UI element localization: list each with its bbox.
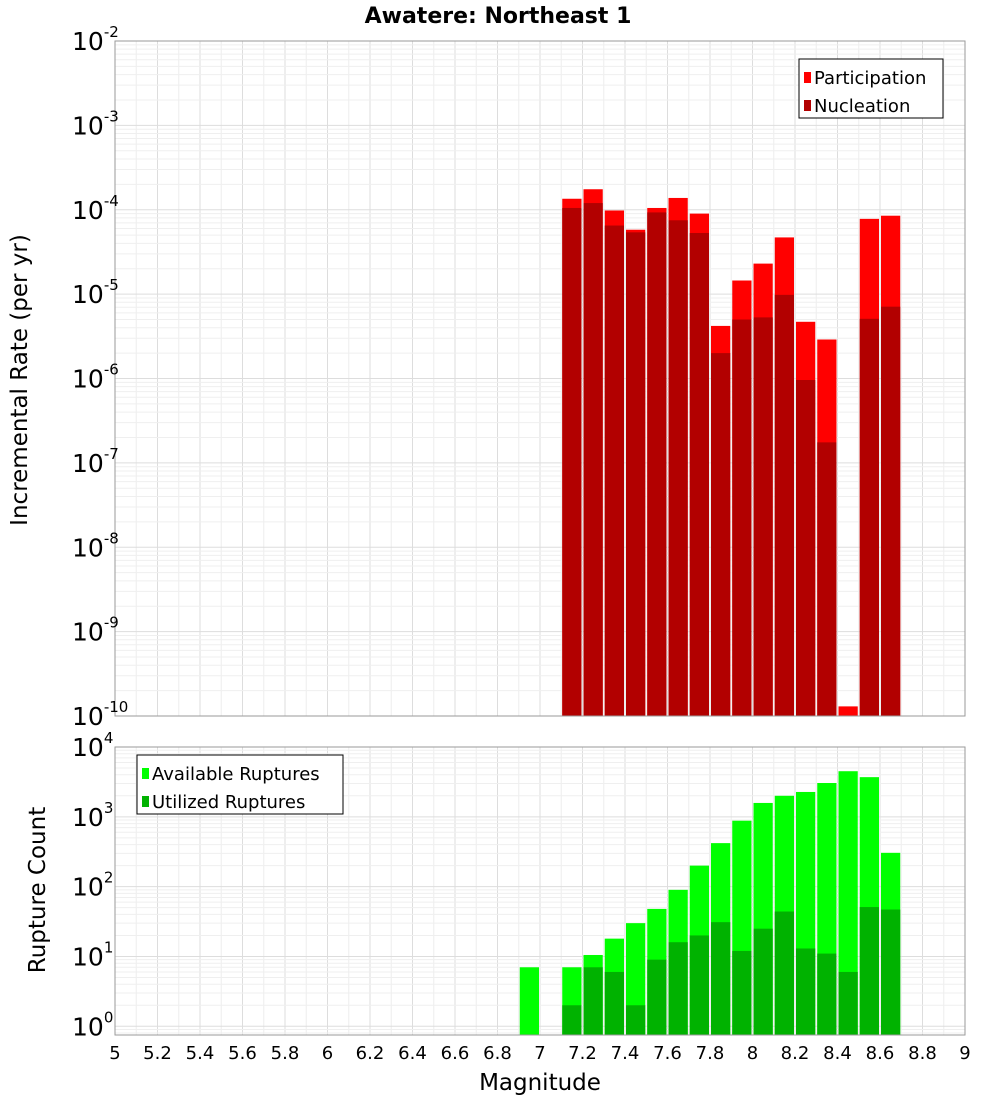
bar-nucleation xyxy=(796,379,816,716)
y-tick-label: 103 xyxy=(72,799,113,832)
x-tick-label: 6 xyxy=(322,1043,333,1064)
bar-nucleation xyxy=(583,203,603,716)
rate-plot: 10-10 10-9 10-8 10-7 10-6 10-5 10-4 10-3 10-2 Par… xyxy=(72,23,966,731)
x-tick-label: 8.4 xyxy=(823,1043,852,1064)
bar-nucleation xyxy=(626,232,646,716)
bar-utilized-ruptures xyxy=(626,1005,646,1035)
x-tick-label: 5.2 xyxy=(143,1043,172,1064)
y-tick-label: 10-5 xyxy=(72,276,119,309)
y-tick-label: 102 xyxy=(72,869,113,902)
bar-utilized-ruptures xyxy=(859,907,879,1035)
legend: Participation Nucleation xyxy=(798,58,944,119)
bar-nucleation xyxy=(881,306,901,716)
bar-nucleation xyxy=(604,225,624,716)
y-tick-label: 10-3 xyxy=(72,107,119,140)
y-tick-label: 10-6 xyxy=(72,361,119,394)
bar-nucleation xyxy=(668,220,688,717)
bar-utilized-ruptures xyxy=(774,911,794,1035)
x-tick-label: 6.6 xyxy=(441,1043,470,1064)
y-tick-label: 100 xyxy=(72,1008,113,1041)
bar-nucleation xyxy=(753,317,773,716)
x-tick-label: 5.4 xyxy=(186,1043,215,1064)
plot-frame xyxy=(114,40,966,717)
x-tick-label: 7.4 xyxy=(611,1043,640,1064)
bar-available-ruptures xyxy=(519,967,539,1035)
x-tick-label: 8.2 xyxy=(781,1043,810,1064)
bar-available-ruptures xyxy=(838,771,858,1035)
x-tick-label: 7.6 xyxy=(653,1043,682,1064)
bar-utilized-ruptures xyxy=(562,1005,582,1035)
legend-swatch xyxy=(142,768,149,779)
x-tick-label: 9 xyxy=(959,1043,970,1064)
plot-frame xyxy=(114,746,966,1036)
x-tick-label: 8 xyxy=(747,1043,758,1064)
x-tick-label: 7 xyxy=(534,1043,545,1064)
x-tick-label: 5.8 xyxy=(271,1043,300,1064)
y-tick-label: 10-8 xyxy=(72,529,119,562)
y-tick-label: 101 xyxy=(72,938,113,971)
top-y-axis-title: Incremental Rate (per yr) xyxy=(7,234,33,526)
x-tick-label: 6.4 xyxy=(398,1043,427,1064)
y-tick-label: 104 xyxy=(72,729,113,762)
bar-nucleation xyxy=(562,207,582,716)
bar-nucleation xyxy=(817,442,837,716)
x-tick-label: 5 xyxy=(109,1043,120,1064)
legend-swatch xyxy=(142,796,149,807)
bar-nucleation xyxy=(732,319,752,716)
bar-utilized-ruptures xyxy=(753,928,773,1035)
bar-utilized-ruptures xyxy=(668,942,688,1035)
bar-nucleation xyxy=(647,212,667,717)
y-tick-label: 10-2 xyxy=(72,23,119,56)
x-tick-label: 8.6 xyxy=(866,1043,895,1064)
y-tick-label: 10-7 xyxy=(72,445,119,478)
bottom-y-axis-title: Rupture Count xyxy=(25,807,51,973)
bar-nucleation xyxy=(774,294,794,716)
bar-participation xyxy=(838,706,858,716)
bar-utilized-ruptures xyxy=(647,959,667,1035)
bar-utilized-ruptures xyxy=(838,971,858,1035)
legend-label: Available Ruptures xyxy=(152,764,320,785)
bar-utilized-ruptures xyxy=(732,950,752,1035)
legend-swatch xyxy=(804,100,811,111)
bar-utilized-ruptures xyxy=(796,948,816,1035)
bar-nucleation xyxy=(689,233,709,716)
x-tick-label: 5.6 xyxy=(228,1043,257,1064)
x-tick-label: 6.2 xyxy=(356,1043,385,1064)
y-tick-label: 10-10 xyxy=(72,698,128,731)
bar-utilized-ruptures xyxy=(881,909,901,1035)
legend-label: Nucleation xyxy=(814,96,910,117)
bar-utilized-ruptures xyxy=(604,971,624,1035)
x-tick-label: 8.8 xyxy=(908,1043,937,1064)
y-tick-label: 10-4 xyxy=(72,192,119,225)
bar-utilized-ruptures xyxy=(583,967,603,1035)
x-tick-label: 7.2 xyxy=(568,1043,597,1064)
x-tick-label: 7.8 xyxy=(696,1043,725,1064)
legend-label: Participation xyxy=(814,68,926,89)
legend-box xyxy=(798,58,944,119)
legend-label: Utilized Ruptures xyxy=(152,792,305,813)
x-tick-label: 6.8 xyxy=(483,1043,512,1064)
chart-title: Awatere: Northeast 1 xyxy=(365,4,632,29)
y-tick-label: 10-9 xyxy=(72,614,119,647)
legend-box xyxy=(136,754,344,815)
legend-swatch xyxy=(804,72,811,83)
rupture-count-plot: 100 101 102 103 104 5 5.2 5.4 5.6 5.8 6 6.2 6.4 6.6 6.… xyxy=(72,729,971,1064)
x-axis-title: Magnitude xyxy=(479,1070,601,1096)
bar-nucleation xyxy=(711,353,731,716)
bar-utilized-ruptures xyxy=(689,935,709,1035)
bar-utilized-ruptures xyxy=(817,953,837,1035)
legend: Available Ruptures Utilized Ruptures xyxy=(136,754,344,815)
bar-utilized-ruptures xyxy=(711,922,731,1035)
bar-nucleation xyxy=(859,318,879,716)
